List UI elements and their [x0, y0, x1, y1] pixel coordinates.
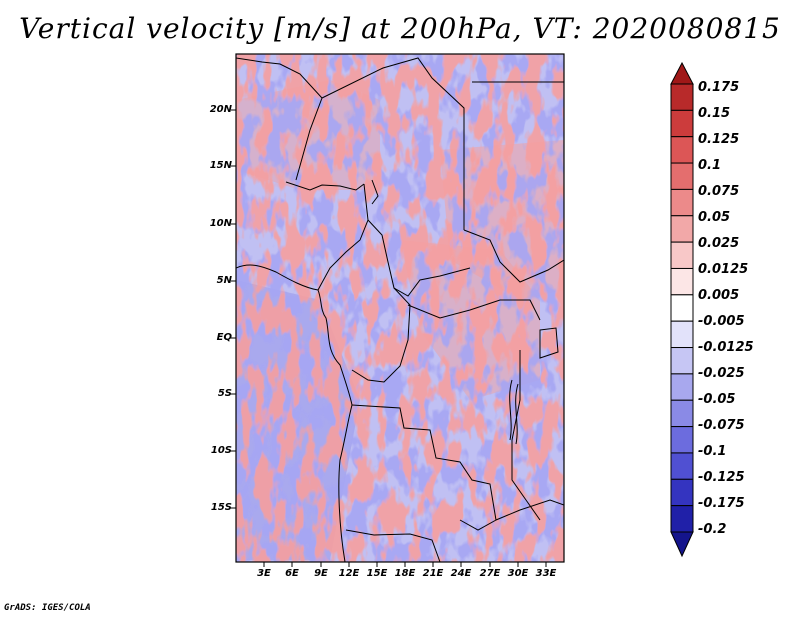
lat-label-15n: 15N [209, 160, 232, 171]
colorbar-label: 0.0125 [698, 262, 749, 277]
colorbar-label: -0.125 [698, 470, 745, 485]
colorbar-label: -0.005 [698, 314, 745, 329]
lon-label-27e: 27E [479, 568, 501, 579]
colorbar-bottom-arrow [670, 531, 694, 558]
colorbar-swatch [670, 83, 694, 111]
colorbar-swatch [670, 426, 694, 454]
lon-label-18e: 18E [394, 568, 416, 579]
colorbar-label: 0.1 [698, 158, 722, 173]
colorbar-label: -0.025 [698, 366, 745, 381]
colorbar-swatch [670, 109, 694, 138]
velocity-field [236, 54, 564, 562]
lat-label-5s: 5S [217, 388, 232, 399]
colorbar-swatch [670, 215, 694, 243]
colorbar-label: 0.05 [698, 210, 731, 225]
map-frame [235, 53, 565, 563]
colorbar-swatch [670, 294, 694, 322]
lon-label-21e: 21E [422, 568, 444, 579]
colorbar-swatch [670, 478, 694, 507]
colorbar-swatch [670, 399, 694, 428]
colorbar-swatch [670, 136, 694, 164]
lat-label-20n: 20N [209, 104, 232, 115]
colorbar-label: 0.175 [698, 80, 740, 95]
colorbar-swatch [670, 373, 694, 401]
lat-label-10s: 10S [210, 445, 232, 456]
lon-label-33e: 33E [535, 568, 557, 579]
colorbar-label: -0.0125 [698, 340, 754, 355]
lon-label-3e: 3E [257, 568, 271, 579]
lat-label-10n: 10N [209, 218, 232, 229]
grads-credit: GrADS: IGES/COLA [4, 603, 91, 613]
colorbar-label: 0.005 [698, 288, 740, 303]
colorbar-swatch [670, 241, 694, 269]
colorbar-label: 0.025 [698, 236, 740, 251]
colorbar-label: 0.15 [698, 106, 731, 121]
colorbar-top-arrow [670, 61, 694, 85]
colorbar-swatch [670, 347, 694, 375]
colorbar [670, 61, 694, 558]
colorbar-label: 0.125 [698, 132, 740, 147]
colorbar-label: 0.075 [698, 184, 740, 199]
lon-label-30e: 30E [507, 568, 529, 579]
plot-title: Vertical velocity [m/s] at 200hPa, VT: 2… [19, 12, 781, 45]
colorbar-label: -0.2 [698, 522, 727, 537]
lat-label-5n: 5N [216, 275, 232, 286]
lon-label-15e: 15E [366, 568, 388, 579]
colorbar-label: -0.1 [698, 444, 727, 459]
lon-label-24e: 24E [450, 568, 472, 579]
lon-label-6e: 6E [285, 568, 299, 579]
lon-label-9e: 9E [314, 568, 328, 579]
colorbar-label: -0.05 [698, 392, 736, 407]
country-borders [236, 57, 564, 562]
lat-label-15s: 15S [210, 502, 232, 513]
colorbar-swatch [670, 452, 694, 480]
lat-label-eq: EQ [216, 332, 232, 343]
colorbar-swatch [670, 320, 694, 349]
colorbar-label: -0.075 [698, 418, 745, 433]
colorbar-swatch [670, 267, 694, 296]
lon-label-12e: 12E [338, 568, 360, 579]
colorbar-swatch [670, 162, 694, 190]
colorbar-swatch [670, 188, 694, 217]
colorbar-swatch [670, 505, 694, 533]
colorbar-label: -0.175 [698, 496, 745, 511]
axis-ticks [231, 109, 547, 567]
